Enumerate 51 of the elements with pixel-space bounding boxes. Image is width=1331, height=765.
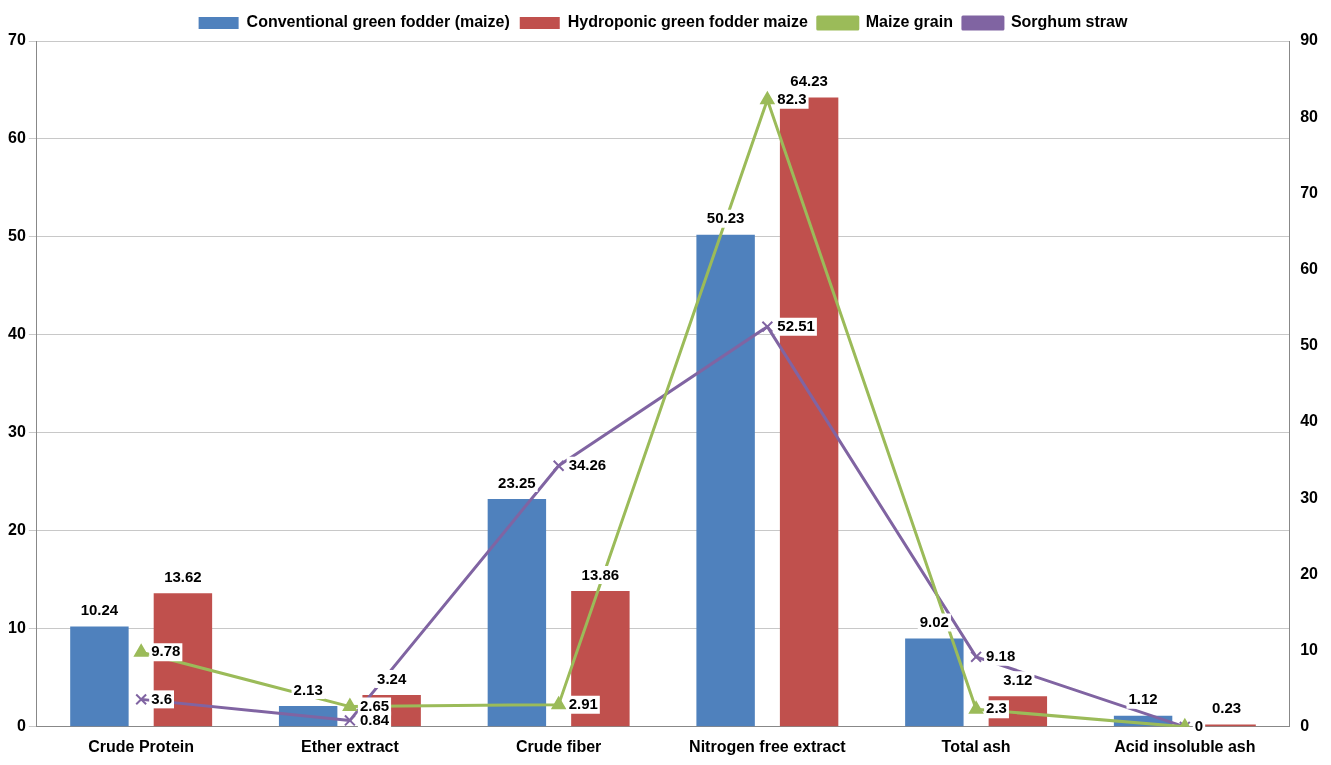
- data-label: 3.12: [1003, 670, 1033, 688]
- y2-tick-label: 40: [1300, 412, 1319, 430]
- y-tick-label: 10: [8, 619, 26, 637]
- y2-tick-label: 10: [1300, 641, 1319, 659]
- legend-label: Hydroponic green fodder maize: [567, 13, 808, 31]
- x-tick-label: Acid insoluble ash: [1114, 737, 1256, 755]
- legend-label: Sorghum straw: [1010, 13, 1128, 31]
- data-label: 23.25: [498, 473, 536, 491]
- data-label: 3.24: [377, 669, 407, 687]
- legend-label: Maize grain: [865, 13, 953, 31]
- data-label: 2.13: [293, 680, 323, 698]
- data-label: 2.3: [986, 699, 1007, 717]
- data-label: 0: [1194, 716, 1204, 734]
- data-label: 13.62: [164, 568, 202, 585]
- y2-tick-label: 0: [1300, 717, 1310, 735]
- data-label: 2.91: [568, 694, 598, 712]
- y-tick-label: 50: [8, 227, 26, 245]
- data-label: 82.3: [777, 89, 807, 107]
- data-label: 9.18: [986, 646, 1016, 664]
- x-tick-label: Crude fiber: [515, 737, 602, 755]
- data-label: 50.23: [706, 209, 745, 227]
- data-label: 9.78: [151, 642, 181, 660]
- data-label: 0.84: [359, 710, 390, 728]
- x-tick-label: Crude Protein: [88, 737, 195, 755]
- y-tick-label: 20: [8, 521, 26, 539]
- y2-tick-label: 90: [1300, 31, 1319, 49]
- x-tick-label: Total ash: [941, 737, 1011, 755]
- y-tick-label: 70: [8, 31, 26, 49]
- data-label: 3.6: [151, 689, 173, 707]
- y2-tick-label: 20: [1300, 564, 1319, 582]
- y2-tick-label: 30: [1300, 488, 1319, 506]
- data-label: 1.12: [1128, 690, 1158, 708]
- x-tick-label: Ether extract: [300, 737, 400, 755]
- data-label: 10.24: [80, 601, 119, 619]
- y-tick-label: 60: [8, 129, 26, 147]
- data-label: 9.02: [919, 613, 949, 631]
- data-label: 52.51: [777, 316, 815, 334]
- y2-tick-label: 60: [1300, 260, 1319, 278]
- y2-tick-label: 80: [1300, 107, 1319, 125]
- data-label: 34.26: [568, 455, 607, 473]
- y-tick-label: 40: [8, 325, 26, 343]
- data-label: 13.86: [581, 565, 620, 583]
- y2-tick-label: 70: [1300, 183, 1319, 201]
- data-label: 64.23: [790, 72, 828, 90]
- x-tick-label: Nitrogen free extract: [689, 737, 847, 755]
- legend-label: Conventional green fodder (maize): [246, 13, 510, 31]
- y-tick-label: 30: [8, 423, 26, 441]
- data-label: 2.65: [359, 696, 390, 714]
- y2-tick-label: 50: [1300, 336, 1319, 354]
- data-label: 0.23: [1211, 699, 1242, 717]
- y-tick-label: 0: [16, 717, 26, 735]
